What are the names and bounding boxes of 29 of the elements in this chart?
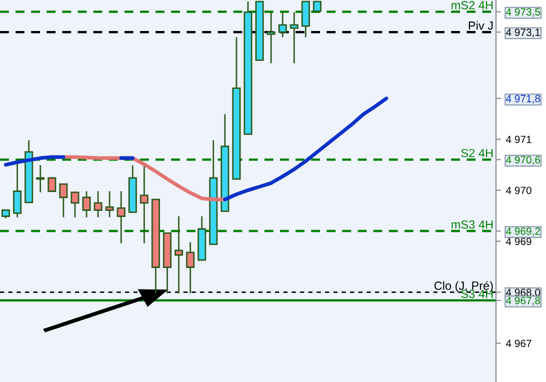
y-tick-label: 4 971 bbox=[506, 136, 532, 144]
y-tick-label: 4 967 bbox=[506, 340, 532, 348]
candlestick bbox=[174, 216, 184, 294]
candlestick bbox=[312, 0, 322, 12]
candlestick bbox=[116, 190, 126, 244]
candlestick bbox=[290, 12, 298, 64]
y-tick-label: 4 969 bbox=[506, 238, 532, 246]
candlestick bbox=[13, 162, 22, 218]
candlestick bbox=[36, 164, 45, 193]
candlestick bbox=[48, 177, 56, 192]
candlestick bbox=[94, 190, 102, 218]
candlestick bbox=[186, 242, 195, 294]
ref-line-label: mS2 4H bbox=[452, 1, 493, 10]
y-tick-label: 4 971,8 bbox=[506, 94, 540, 104]
y-tick-label: 4 967,8 bbox=[506, 296, 540, 306]
y-tick-label: 4 970 bbox=[506, 186, 532, 194]
candlestick bbox=[266, 12, 276, 64]
ref-line-label: S2 4H bbox=[461, 148, 493, 158]
y-tick-label: 4 969,2 bbox=[506, 228, 540, 236]
candlestick bbox=[278, 12, 287, 38]
y-tick-label: 4 973,5 bbox=[506, 8, 540, 17]
ref-line-label: Piv J bbox=[468, 21, 493, 30]
candlestick bbox=[105, 190, 114, 218]
y-tick-label: 4 973,1 bbox=[506, 28, 540, 38]
candlestick bbox=[70, 192, 80, 218]
y-tick-label: 4 970,6 bbox=[506, 156, 540, 165]
candlestick bbox=[59, 183, 68, 218]
candlestick bbox=[82, 190, 91, 218]
ref-line-label: mS3 4H bbox=[452, 220, 493, 229]
